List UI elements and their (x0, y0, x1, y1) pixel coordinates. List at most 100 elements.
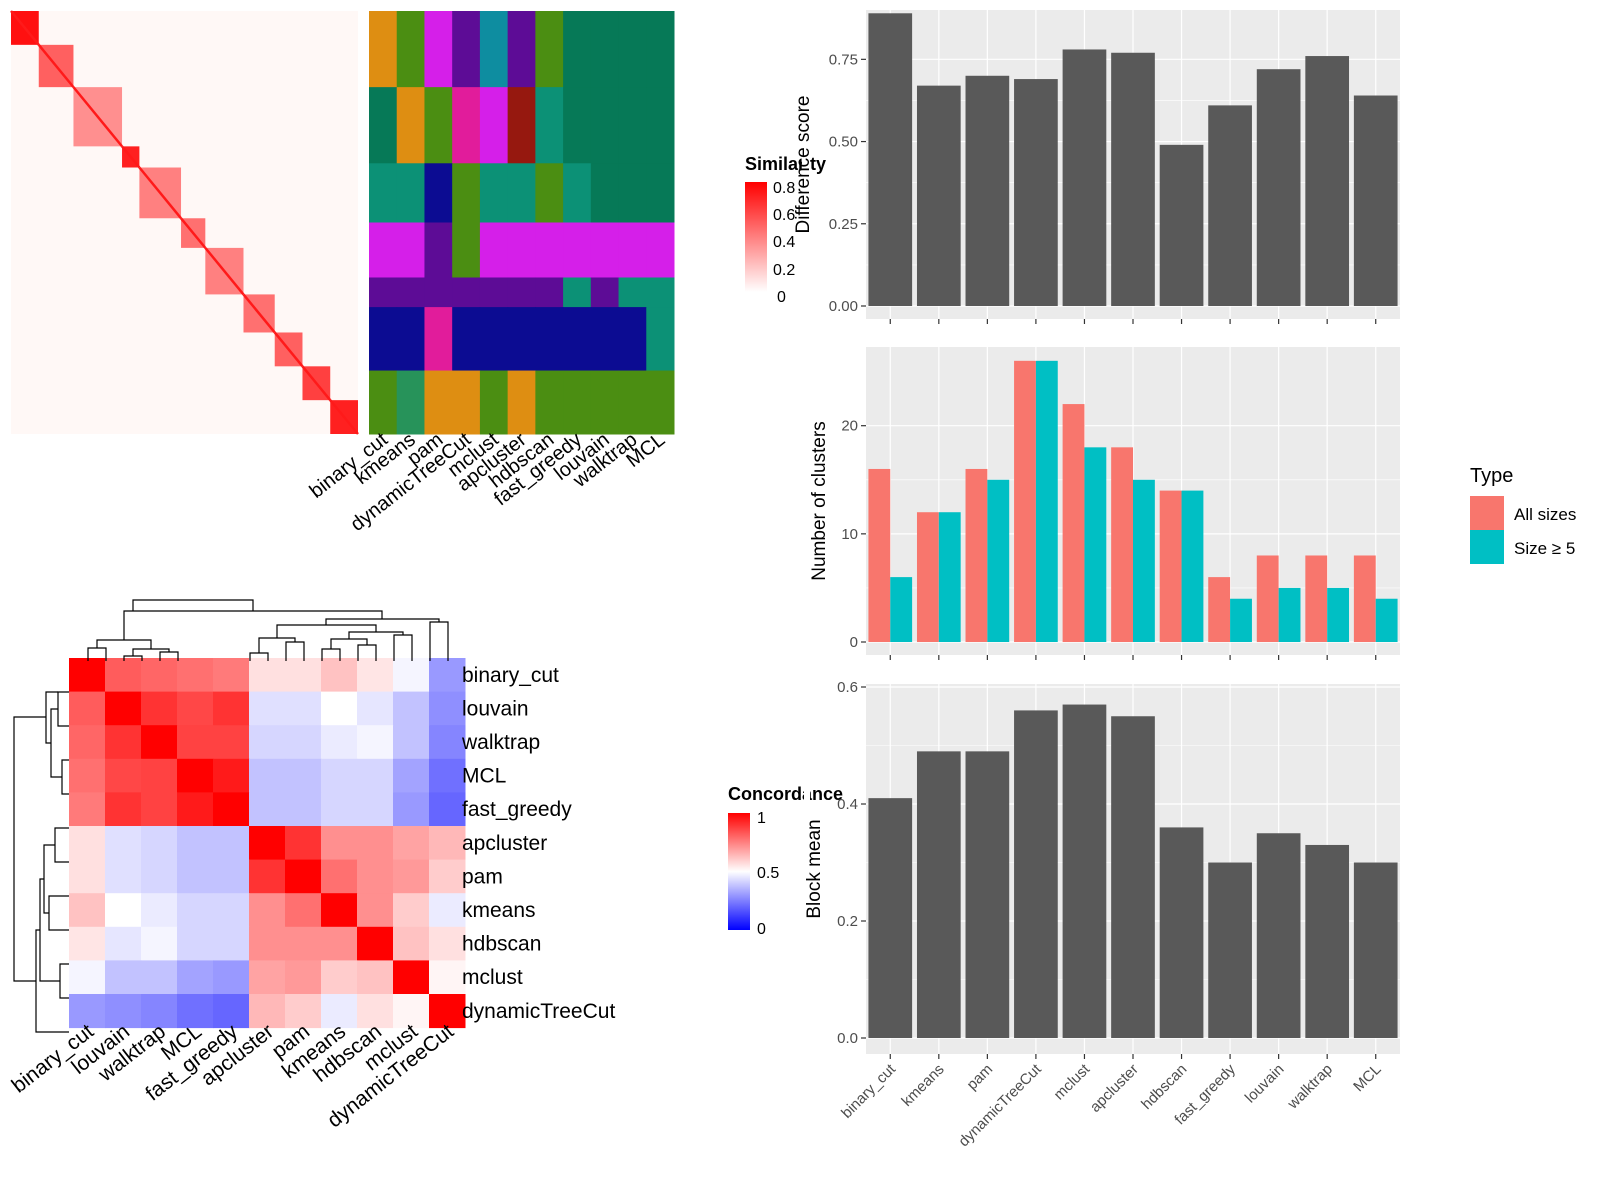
membership-cell (369, 277, 398, 308)
concordance-cell (213, 859, 250, 894)
concordance-cell (321, 960, 358, 995)
bar (916, 512, 939, 642)
concordance-cell (141, 725, 178, 760)
concordance-cell (105, 893, 142, 928)
membership-cell (452, 277, 481, 308)
concordance-cell (105, 691, 142, 726)
bar (1305, 56, 1350, 306)
membership-cell (618, 277, 647, 308)
concordance-cell (213, 658, 250, 693)
membership-cell (590, 11, 620, 88)
concordance-cell (393, 658, 430, 693)
concordance-cell (69, 725, 106, 760)
concordance-cell (69, 826, 106, 861)
concordance-cell (321, 994, 358, 1029)
similarity-legend-tick: 0.4 (773, 234, 795, 251)
concordance-cell (357, 758, 394, 793)
y-tick-label: 0.50 (829, 134, 858, 151)
concordance-dendrogram-left (13, 691, 69, 1033)
bar (1256, 833, 1301, 1038)
membership-cell (563, 11, 592, 88)
membership-cell (452, 222, 481, 278)
bar (916, 85, 961, 307)
membership-column-labels: binary_cutkmeanspamdynamicTreeCutmclusta… (306, 428, 670, 535)
membership-cell (369, 11, 398, 88)
membership-cell (535, 11, 564, 88)
concordance-cell (357, 691, 394, 726)
y-tick-label: 0 (850, 634, 858, 651)
concordance-cell (429, 758, 466, 793)
concordance-legend-tick: 1 (757, 810, 766, 827)
membership-cell (452, 163, 481, 223)
membership-cell (563, 163, 592, 223)
concordance-cell (105, 792, 142, 827)
similarity-legend-tick: 0.6 (773, 207, 795, 224)
x-tick-label: apcluster (1087, 1061, 1142, 1116)
concordance-cell (177, 725, 214, 760)
concordance-cell (177, 994, 214, 1029)
bar (1181, 490, 1204, 642)
membership-cell (369, 222, 398, 278)
membership-cell (618, 222, 647, 278)
bar (1014, 360, 1036, 642)
type-legend-key-all-sizes (1470, 496, 1504, 530)
bar (1111, 447, 1133, 642)
x-tick-label: louvain (1242, 1061, 1288, 1107)
legend-clip-mask (804, 780, 810, 810)
membership-cell (369, 307, 398, 372)
concordance-cell (69, 994, 106, 1029)
membership-cell (369, 163, 398, 223)
concordance-cell (357, 926, 394, 961)
membership-cell (535, 277, 564, 308)
concordance-cell (285, 926, 322, 961)
concordance-cell (249, 691, 286, 726)
concordance-cell (321, 859, 358, 894)
membership-cell (563, 277, 592, 308)
membership-cell (396, 370, 425, 435)
bar (1208, 105, 1252, 306)
x-tick-label: walktrap (1284, 1061, 1336, 1113)
concordance-cell (357, 792, 394, 827)
x-tick-label: dynamicTreeCut (955, 1060, 1045, 1150)
concordance-cell (285, 792, 322, 827)
bar (1111, 52, 1155, 306)
concordance-cell (357, 994, 394, 1029)
concordance-cell (141, 826, 178, 861)
membership-cell (646, 87, 675, 164)
concordance-cell (429, 725, 466, 760)
concordance-cell (177, 893, 214, 928)
concordance-cell (285, 859, 322, 894)
concordance-cell (105, 758, 142, 793)
bar (1256, 69, 1301, 306)
concordance-cell (141, 893, 178, 928)
y-axis-label: Difference score (793, 96, 814, 234)
membership-cell (424, 370, 453, 435)
bar (1305, 844, 1350, 1038)
membership-heatmap (369, 11, 675, 435)
similarity-diagonal (180, 217, 207, 249)
membership-cell (424, 11, 453, 88)
concordance-cell (105, 960, 142, 995)
y-tick-label: 0.4 (837, 796, 858, 813)
concordance-cell (213, 725, 250, 760)
membership-cell (424, 277, 453, 308)
bar (965, 75, 1010, 307)
similarity-legend-tick: 0.2 (773, 262, 795, 279)
concordance-cell (321, 893, 358, 928)
membership-cell (618, 11, 647, 88)
concordance-cell (141, 758, 178, 793)
concordance-cell (177, 658, 214, 693)
membership-cell (563, 307, 592, 372)
concordance-cell (141, 960, 178, 995)
concordance-cell (321, 758, 358, 793)
concordance-cell (249, 893, 286, 928)
concordance-cell (429, 691, 466, 726)
membership-cell (535, 307, 564, 372)
concordance-row-label: fast_greedy (462, 798, 572, 821)
bar (1327, 587, 1350, 642)
similarity-diagonal (72, 86, 124, 148)
concordance-cell (213, 926, 250, 961)
concordance-cell (321, 658, 358, 693)
y-tick-label: 0.2 (837, 913, 858, 930)
